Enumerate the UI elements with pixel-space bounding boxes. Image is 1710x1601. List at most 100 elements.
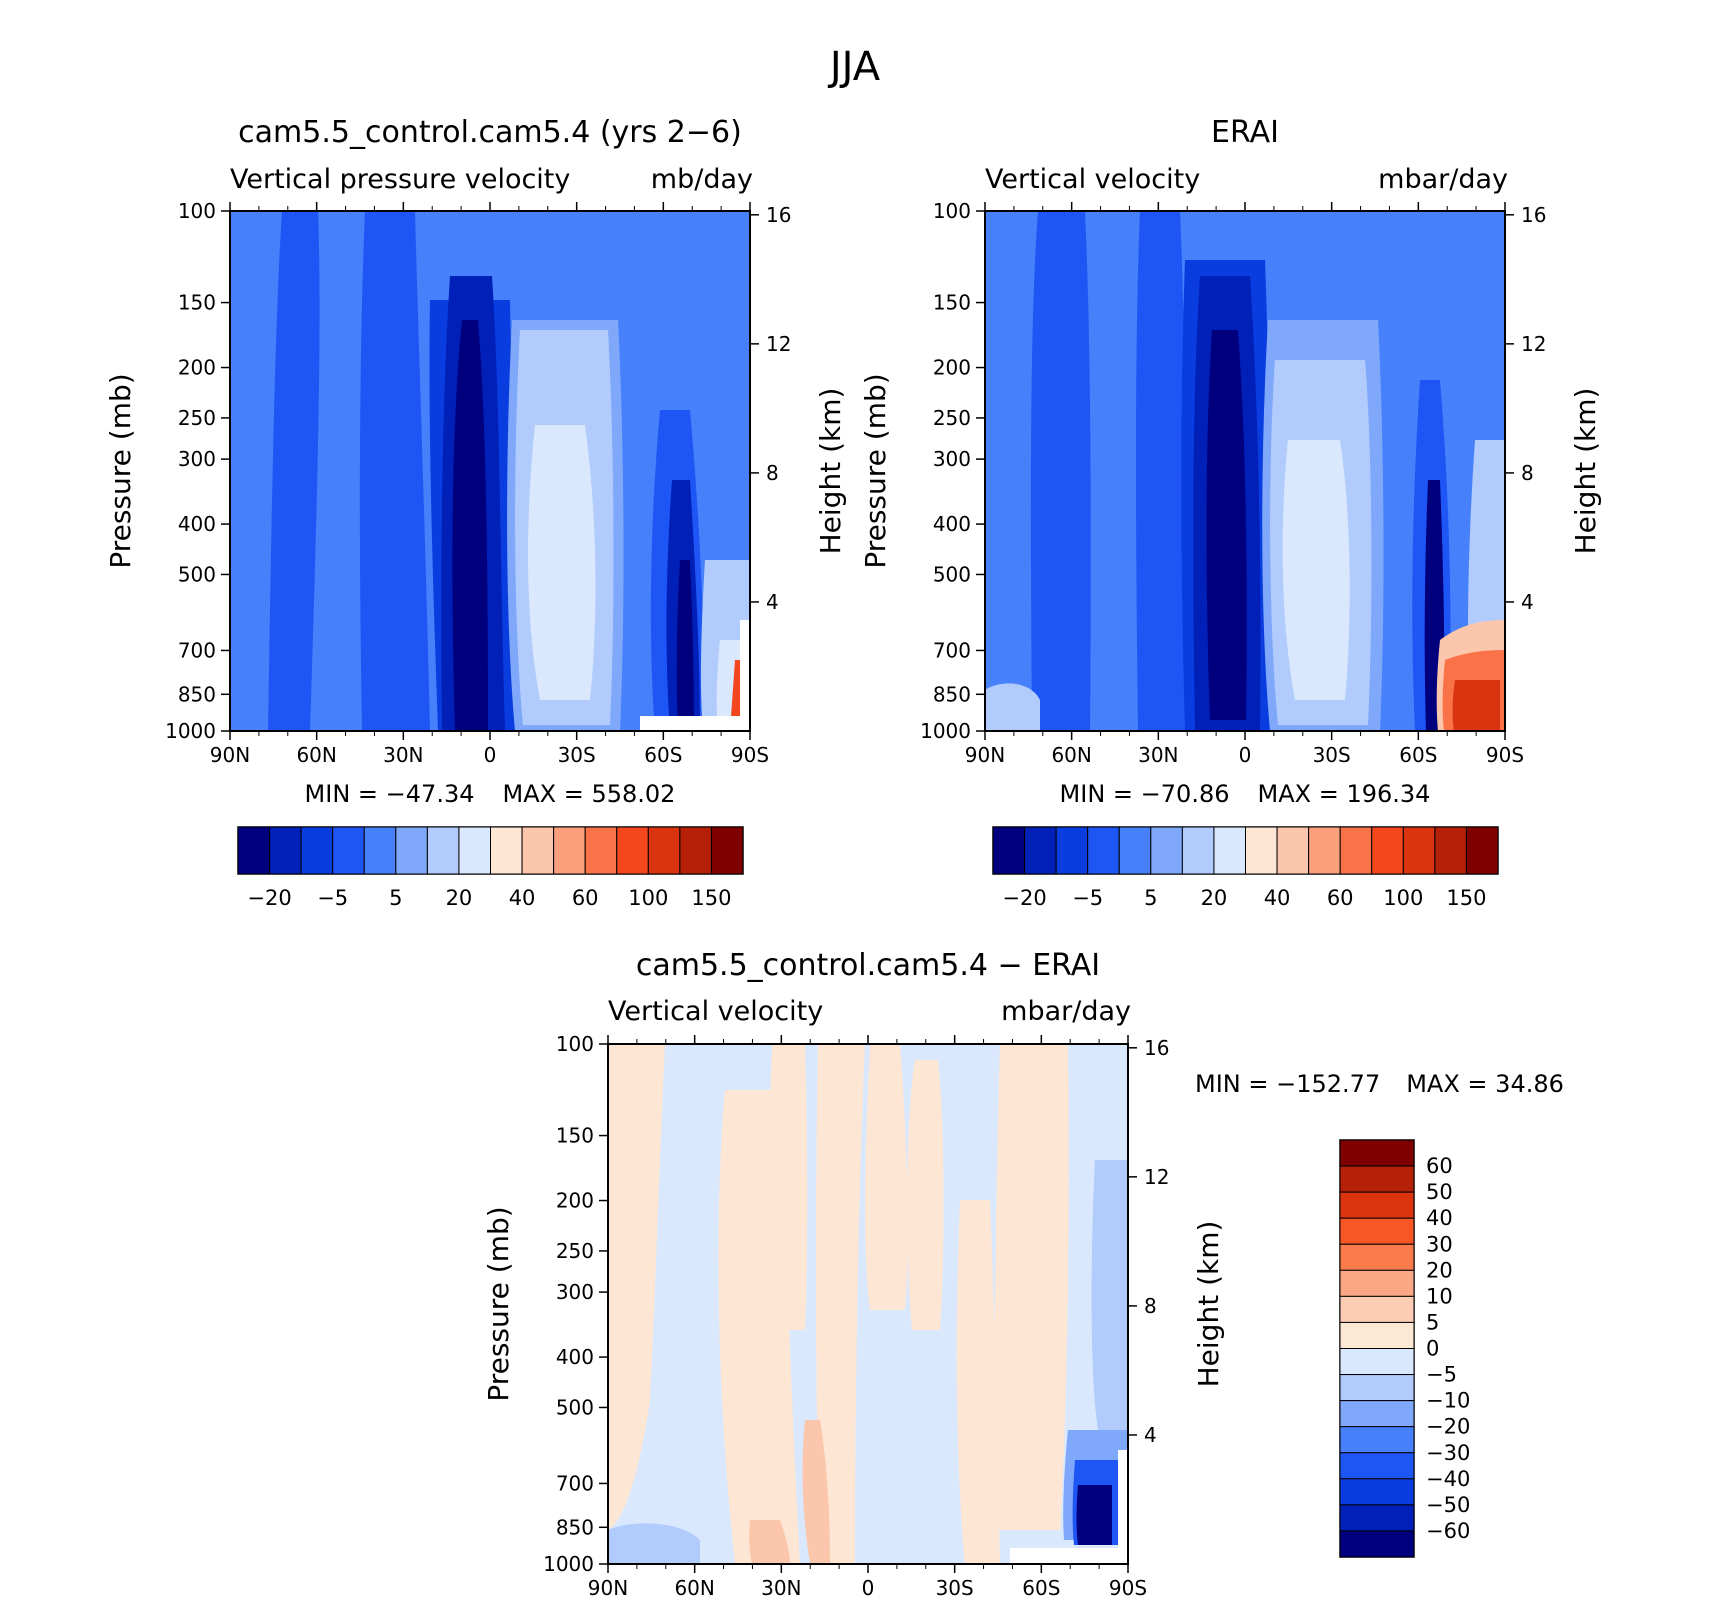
colorbar-label: 5 [389,886,402,910]
x-tick-label: 0 [862,1576,875,1600]
y2-tick-label: 4 [1144,1423,1157,1447]
x-tick-label: 60N [296,743,336,767]
contour-region [1030,211,1091,731]
colorbar-swatch [1118,826,1152,875]
y-tick-label: 500 [933,562,971,586]
colorbar-swatch [1465,826,1499,875]
y-tick-label: 850 [556,1515,594,1539]
colorbar-label: −5 [1426,1363,1457,1387]
y2-axis-label: Height (km) [814,388,847,555]
colorbar-label: 5 [1426,1310,1439,1334]
y-tick-label: 500 [178,562,216,586]
y-tick-label: 1000 [543,1552,594,1576]
panel-title: ERAI [1211,115,1279,150]
y-tick-label: 300 [178,447,216,471]
x-tick-label: 60N [674,1576,714,1600]
x-tick-label: 30N [383,743,423,767]
y-tick-label: 850 [178,682,216,706]
missing-data [740,620,750,731]
colorbar-label: 60 [1327,886,1354,910]
colorbar-label: 0 [1426,1337,1439,1361]
colorbar-swatch [269,826,302,875]
colorbar-swatch [1276,826,1310,875]
contour-region [990,1044,1069,1530]
y-tick-label: 200 [178,356,216,380]
y-tick-label: 150 [556,1124,594,1148]
max-label: MAX [1406,1070,1460,1098]
colorbar-swatch [1150,826,1183,875]
contour-region [1282,440,1350,700]
y-tick-label: 400 [178,512,216,536]
contour-region [802,1420,830,1564]
min-label: MIN [1195,1070,1241,1098]
contour-region [1206,330,1247,720]
colorbar-swatch [679,826,712,875]
x-tick-label: 60S [1399,743,1437,767]
colorbar-swatch [490,826,523,875]
y2-tick-label: 16 [766,203,791,227]
contour-region [907,1060,944,1330]
colorbar-swatch [1339,1374,1415,1402]
colorbar-label: −20 [1426,1415,1470,1439]
colorbar-swatch [1181,826,1215,875]
colorbar-label: 40 [1264,886,1291,910]
panel-obs: ERAI Vertical velocity mbar/day MIN = −7… [859,115,1602,875]
colorbar-swatch [1339,1452,1415,1480]
max-value: 34.86 [1495,1070,1564,1098]
colorbar-swatch [1213,826,1246,875]
colorbar-label: −50 [1426,1493,1470,1517]
colorbar-swatch [616,826,649,875]
figure-title: JJA [827,44,881,90]
contour-region [815,1044,865,1564]
colorbar-swatch [553,826,586,875]
y2-tick-label: 4 [766,590,779,614]
y-tick-label: 200 [556,1189,594,1213]
colorbar-swatch [1339,1478,1415,1506]
x-tick-label: 90S [1486,743,1524,767]
colorbar-swatch [1339,1191,1415,1219]
colorbar-swatch [1339,1139,1415,1167]
y-tick-label: 400 [933,512,971,536]
colorbar-swatch [300,826,334,875]
colorbar-label: 100 [628,886,668,910]
colorbar-label: 20 [1201,886,1228,910]
y-tick-label: 200 [933,356,971,380]
colorbar-swatch [1308,826,1341,875]
x-tick-label: 90S [1109,1576,1147,1600]
y-tick-label: 500 [556,1395,594,1419]
colorbar-swatch [1024,826,1057,875]
colorbar-swatch [1339,826,1373,875]
y2-tick-label: 16 [1521,203,1546,227]
colorbar-label: 150 [1446,886,1486,910]
colorbar-label: 50 [1426,1180,1453,1204]
x-tick-label: 30N [1138,743,1178,767]
y2-axis-label: Height (km) [1569,388,1602,555]
colorbar-label: −5 [1072,886,1103,910]
contour-region [749,1520,790,1564]
max-value: 558.02 [591,780,675,808]
colorbar-label: −40 [1426,1467,1470,1491]
y2-tick-label: 12 [766,332,791,356]
colorbar-swatch [458,826,491,875]
min-label: MIN [1060,780,1106,808]
colorbar-swatch [332,826,365,875]
colorbar-swatch [1339,1426,1415,1454]
contour-region [359,211,430,731]
y-tick-label: 150 [933,291,971,315]
x-tick-label: 90S [731,743,769,767]
y2-tick-label: 16 [1144,1036,1169,1060]
panel-model: cam5.5_control.cam5.4 (yrs 2−6) Vertical… [104,115,847,875]
colorbar-swatch [647,826,681,875]
missing-data [1010,1548,1128,1564]
colorbar-label: 30 [1426,1232,1453,1256]
contour-region [1091,1160,1128,1430]
min-value: −70.86 [1141,780,1230,808]
y-tick-label: 250 [933,406,971,430]
plot-field [608,1044,1128,1564]
colorbar-swatch [395,826,428,875]
